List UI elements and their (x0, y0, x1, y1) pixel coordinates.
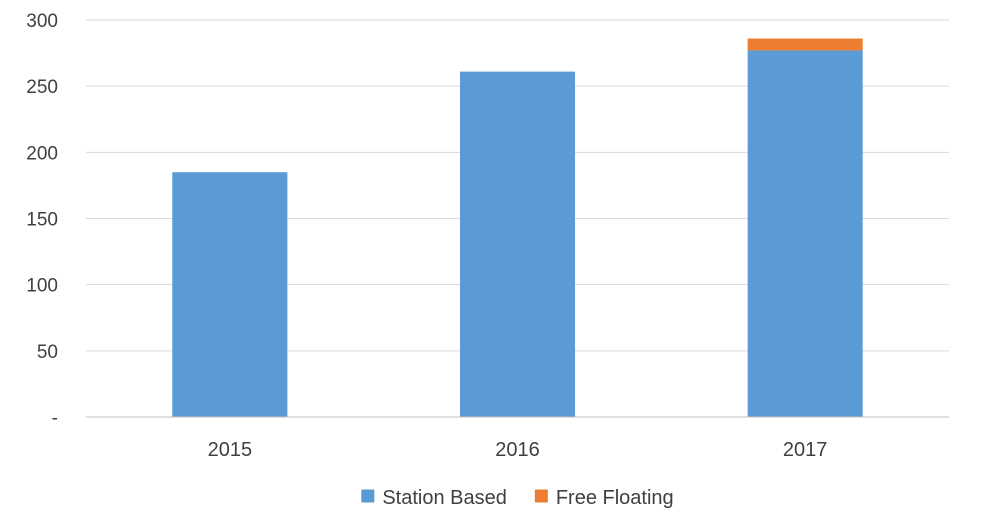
y-tick-label: 150 (26, 210, 58, 231)
legend-label-free-floating: Free Floating (556, 487, 674, 509)
bar-station-based (459, 71, 576, 418)
y-tick-label: 250 (26, 77, 58, 98)
bars (172, 38, 863, 418)
bar-station-based (747, 50, 863, 417)
bar-free-floating (747, 38, 863, 51)
bar-station-based (172, 172, 288, 417)
axes: - 50 100 150 200 250 300 2015 2016 2017 (26, 11, 949, 461)
y-tick-label: 50 (37, 342, 58, 363)
x-category-label: 2017 (783, 439, 828, 461)
y-tick-label: - (52, 408, 58, 429)
x-category-label: 2015 (208, 439, 253, 461)
y-tick-label: 300 (26, 11, 58, 32)
legend-swatch-free-floating (534, 489, 548, 503)
y-tick-label: 100 (26, 276, 58, 297)
legend-label-station-based: Station Based (382, 487, 507, 509)
legend-swatch-station-based (361, 489, 375, 503)
x-category-label: 2016 (495, 439, 540, 461)
legend: Station Based Free Floating (361, 487, 674, 509)
y-tick-label: 200 (26, 143, 58, 164)
